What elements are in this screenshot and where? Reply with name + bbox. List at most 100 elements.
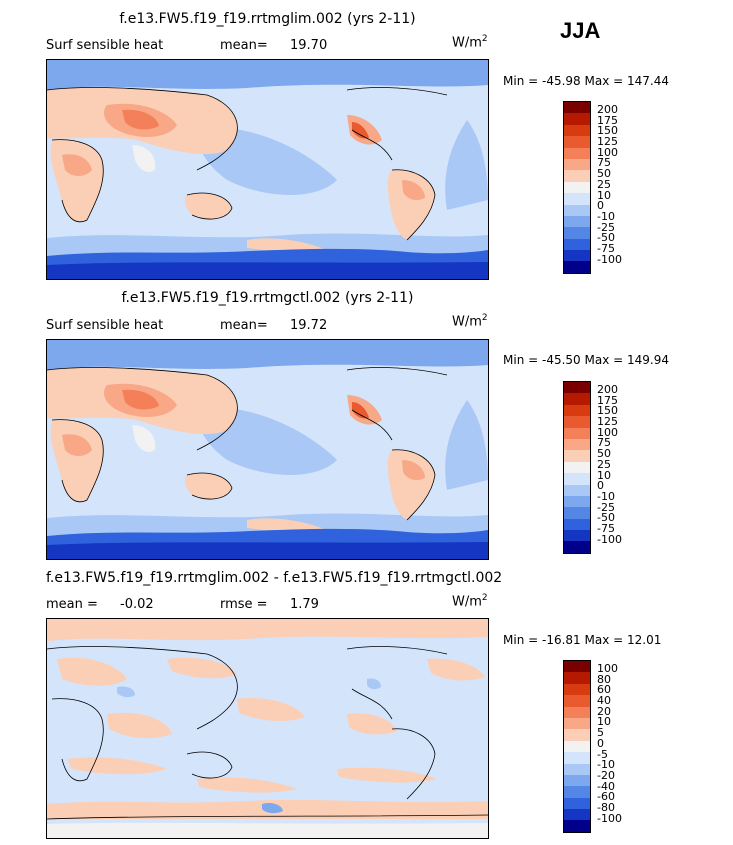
panel2-tick: 50: [597, 447, 611, 461]
colorbar-swatch: [564, 518, 590, 531]
panel1-title: f.e13.FW5.f19_f19.rrtmglim.002 (yrs 2-11…: [119, 11, 416, 27]
colorbar-swatch: [564, 393, 590, 405]
colorbar-swatch: [564, 461, 590, 474]
colorbar-swatch: [564, 382, 590, 394]
colorbar-swatch: [564, 495, 590, 508]
panel3-tick: -5: [597, 747, 608, 761]
colorbar-swatch: [564, 404, 590, 417]
colorbar-swatch: [564, 706, 590, 718]
colorbar-swatch: [564, 672, 590, 684]
panel1-tick: -25: [597, 220, 615, 234]
panel3-tick: 60: [597, 683, 611, 697]
colorbar-swatch: [564, 193, 590, 205]
panel1-mean-value: 19.70: [290, 38, 328, 53]
colorbar-swatch: [564, 136, 590, 148]
panel1-tick: -100: [597, 252, 622, 266]
panel3-tick: -40: [597, 779, 615, 793]
panel1-tick: 175: [597, 113, 618, 127]
panel3-tick: -20: [597, 768, 615, 782]
panel2-tick: 25: [597, 457, 611, 471]
panel3-min-max: Min = -16.81 Max = 12.01: [503, 633, 662, 647]
panel1-variable-label: Surf sensible heat: [46, 38, 164, 53]
panel1-mean-label: mean=: [220, 38, 268, 53]
panel2-title: f.e13.FW5.f19_f19.rrtmgctl.002 (yrs 2-11…: [121, 290, 414, 306]
colorbar-swatch: [564, 729, 590, 741]
colorbar-swatch: [564, 227, 590, 239]
panel3-title: f.e13.FW5.f19_f19.rrtmglim.002 - f.e13.F…: [46, 570, 503, 586]
panel3-colorbar-ticks: 100 80 60 40 20 10 5 0 -5 -10 -20 -40 -6…: [597, 663, 622, 825]
panel3-tick: -100: [597, 811, 622, 825]
panel3-unit: W/m2: [452, 593, 488, 610]
panel1-tick: 100: [597, 145, 618, 159]
panel1-colorbar-swatches: [564, 102, 590, 273]
panel2-tick: 75: [597, 436, 611, 450]
panel2-tick: 150: [597, 404, 618, 418]
panel2-colorbar-swatches: [564, 382, 590, 553]
panel3-rmse-label: rmse =: [220, 597, 268, 612]
panel3-colorbar-swatches: [564, 661, 590, 832]
colorbar-swatch: [564, 661, 590, 673]
panel2-variable-label: Surf sensible heat: [46, 318, 164, 333]
panel2-mean-label: mean=: [220, 318, 268, 333]
colorbar-swatch: [564, 204, 590, 216]
panel1-tick: -50: [597, 231, 615, 245]
panel3-rmse-value: 1.79: [290, 597, 319, 612]
colorbar-swatch: [564, 147, 590, 159]
colorbar-swatch: [564, 774, 590, 787]
colorbar-swatch: [564, 238, 590, 251]
panel3-tick: 0: [597, 736, 604, 750]
panel2-colorbar-ticks: 200 175 150 125 100 75 50 25 10 0 -10 -2…: [597, 383, 622, 546]
colorbar-swatch: [564, 113, 590, 125]
colorbar-swatch: [564, 763, 590, 775]
panel1-tick: 200: [597, 103, 618, 116]
colorbar-swatch: [564, 797, 590, 810]
colorbar-swatch: [564, 438, 590, 451]
colorbar-swatch: [564, 809, 590, 821]
colorbar-swatch: [564, 102, 590, 114]
panel3-tick: -10: [597, 758, 615, 772]
panel2-tick: -100: [597, 532, 622, 546]
panel1-tick: -75: [597, 241, 615, 255]
colorbar-swatch: [564, 717, 590, 730]
panel1-tick: 125: [597, 135, 618, 149]
colorbar-swatch: [564, 541, 590, 553]
panel1-tick: -10: [597, 209, 615, 223]
panel1-map: [46, 59, 489, 280]
panel3-mean-label: mean =: [46, 597, 98, 612]
panel2-tick: -10: [597, 489, 615, 503]
panel1-tick: 0: [597, 199, 604, 213]
panel3-tick: -80: [597, 800, 615, 814]
panel3-tick: 20: [597, 704, 611, 718]
panel1-tick: 50: [597, 167, 611, 181]
panel3-tick: 40: [597, 694, 611, 708]
colorbar-swatch: [564, 261, 590, 273]
panel3-tick: 10: [597, 715, 611, 729]
panel2-colorbar: [563, 381, 591, 554]
panel1-colorbar-ticks: 200 175 150 125 100 75 50 25 10 0 -10 -2…: [597, 103, 622, 266]
colorbar-swatch: [564, 683, 590, 696]
colorbar-swatch: [564, 473, 590, 485]
colorbar-swatch: [564, 752, 590, 764]
panel2-tick: 10: [597, 468, 611, 482]
colorbar-swatch: [564, 530, 590, 542]
colorbar-swatch: [564, 450, 590, 462]
panel2-tick: 125: [597, 415, 618, 429]
panel1-unit: W/m2: [452, 34, 488, 51]
panel2-tick: 175: [597, 393, 618, 407]
panel2-tick: 200: [597, 383, 618, 396]
panel3-mean-value: -0.02: [120, 597, 154, 612]
panel3-map: [46, 618, 489, 839]
panel2-tick: -50: [597, 511, 615, 525]
panel2-tick: 100: [597, 425, 618, 439]
panel1-min-max: Min = -45.98 Max = 147.44: [503, 74, 670, 88]
colorbar-swatch: [564, 158, 590, 171]
panel2-min-max: Min = -45.50 Max = 149.94: [503, 353, 670, 367]
panel1-tick: 10: [597, 188, 611, 202]
panel2-tick: -25: [597, 500, 615, 514]
colorbar-swatch: [564, 170, 590, 182]
colorbar-swatch: [564, 786, 590, 798]
panel3-tick: 80: [597, 672, 611, 686]
colorbar-swatch: [564, 215, 590, 228]
panel2-mean-value: 19.72: [290, 318, 328, 333]
panel3-tick: -60: [597, 790, 615, 804]
